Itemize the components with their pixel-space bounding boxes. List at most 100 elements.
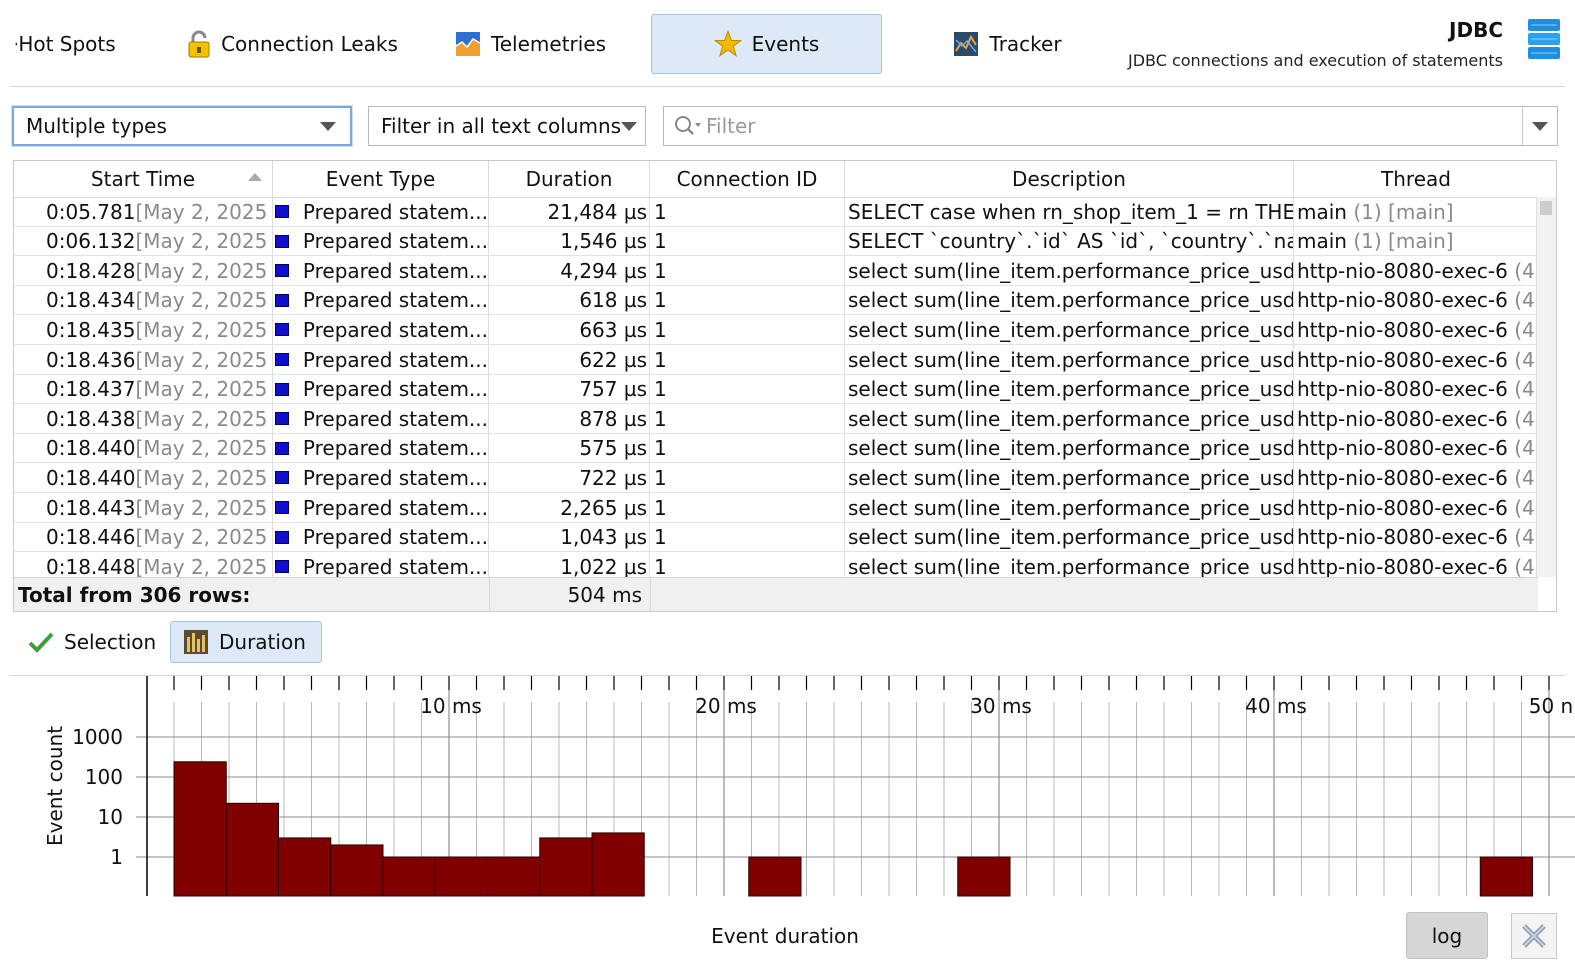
tab-selection[interactable]: Selection — [16, 621, 168, 663]
start-date-value: [May 2, 2025 ... — [135, 377, 272, 402]
start-date-value: [May 2, 2025 ... — [135, 465, 272, 490]
divider — [10, 675, 1565, 676]
table-row[interactable]: 0:06.132 [May 2, 2025 ... Prepared statem… — [14, 226, 1538, 257]
event-type-value: Prepared statem... — [302, 465, 488, 490]
event-type-select[interactable]: Multiple types — [12, 106, 352, 146]
description-value: select sum(line_item.performance_price_u… — [848, 495, 1294, 520]
table-row[interactable]: 0:18.440 [May 2, 2025 ... Prepared statem… — [14, 433, 1538, 464]
y-tick-label: 10 — [98, 805, 123, 829]
connection-id-value: 1 — [654, 347, 667, 372]
tab-label: Telemetries — [490, 32, 607, 56]
filter-history-dropdown[interactable] — [1522, 107, 1557, 145]
event-type-value: Prepared statem... — [302, 525, 488, 550]
connection-id-cell: 1 — [650, 315, 845, 345]
connection-id-value: 1 — [654, 465, 667, 490]
histogram-bar — [539, 837, 593, 897]
thread-info-value: (49). — [1514, 436, 1538, 461]
table-row[interactable]: 0:18.434 [May 2, 2025 ... Prepared statem… — [14, 285, 1538, 316]
filter-column-select[interactable]: Filter in all text columns — [368, 106, 646, 146]
event-type-value: Prepared statem... — [302, 317, 488, 342]
event-type-color-swatch — [275, 530, 289, 544]
start-time-cell: 0:06.132 [May 2, 2025 ... — [14, 226, 273, 256]
duration-cell: 4,294 µs — [489, 256, 650, 286]
log-scale-toggle-button[interactable]: log — [1406, 912, 1488, 959]
description-value: SELECT `country`.`id` AS `id`, `country`… — [848, 229, 1293, 254]
tab-tracker[interactable]: Tracker — [945, 14, 1070, 74]
histogram-bar — [748, 856, 802, 897]
tab-telemetries[interactable]: Telemetries — [448, 14, 613, 74]
tab-label: Selection — [64, 630, 157, 654]
vertical-scrollbar[interactable] — [1536, 197, 1556, 577]
column-header-description[interactable]: Description — [845, 161, 1294, 197]
thread-cell: http-nio-8080-exec-6 (49). — [1294, 286, 1538, 315]
column-header-duration[interactable]: Duration — [489, 161, 650, 197]
table-row[interactable]: 0:18.446 [May 2, 2025 ... Prepared statem… — [14, 522, 1538, 553]
table-row[interactable]: 0:18.440 [May 2, 2025 ... Prepared statem… — [14, 463, 1538, 493]
tab-duration[interactable]: Duration — [170, 621, 322, 663]
search-icon — [674, 115, 704, 137]
start-time-value: 0:18.436 — [46, 347, 136, 372]
filter-input[interactable]: Filter — [663, 106, 1558, 146]
start-time-cell: 0:18.438 [May 2, 2025 ... — [14, 404, 273, 434]
start-time-value: 0:05.781 — [46, 199, 136, 224]
table-row[interactable]: 0:05.781 [May 2, 2025 ... Prepared statem… — [14, 197, 1538, 227]
duration-value: 2,265 µs — [560, 495, 647, 520]
scrollbar-thumb[interactable] — [1540, 201, 1552, 215]
column-header-label: Description — [1012, 167, 1126, 191]
column-header-thread[interactable]: Thread — [1294, 161, 1538, 197]
close-histogram-button[interactable] — [1511, 913, 1557, 959]
description-cell: SELECT case when rn_shop_item_1 = rn THE… — [845, 197, 1294, 226]
table-body: 0:05.781 [May 2, 2025 ... Prepared statem… — [14, 197, 1538, 577]
x-tick-label: 50 n — [1529, 694, 1573, 718]
table-row[interactable]: 0:18.448 [May 2, 2025 ... Prepared statem… — [14, 552, 1538, 577]
column-header-event-type[interactable]: Event Type — [273, 161, 489, 197]
connection-id-value: 1 — [654, 554, 667, 577]
connection-id-cell: 1 — [650, 404, 845, 434]
event-type-color-swatch — [275, 382, 289, 396]
y-tick-label: 1 — [110, 845, 123, 869]
table-row[interactable]: 0:18.438 [May 2, 2025 ... Prepared statem… — [14, 404, 1538, 434]
description-value: select sum(line_item.performance_price_u… — [848, 377, 1294, 402]
start-date-value: [May 2, 2025 ... — [135, 436, 272, 461]
description-cell: select sum(line_item.performance_price_u… — [845, 463, 1294, 493]
event-type-cell: Prepared statem... — [273, 404, 489, 434]
description-cell: SELECT `country`.`id` AS `id`, `country`… — [845, 226, 1294, 256]
column-header-label: Connection ID — [676, 167, 818, 191]
table-row[interactable]: 0:18.443 [May 2, 2025 ... Prepared statem… — [14, 493, 1538, 523]
event-type-value: Prepared statem... — [302, 347, 488, 372]
thread-info-value: (49). — [1514, 377, 1538, 402]
description-value: select sum(line_item.performance_price_u… — [848, 406, 1294, 431]
thread-info-value: (49). — [1514, 465, 1538, 490]
event-type-value: Prepared statem... — [302, 229, 488, 254]
table-row[interactable]: 0:18.436 [May 2, 2025 ... Prepared statem… — [14, 345, 1538, 375]
tab-connection-leaks[interactable]: Connection Leaks — [180, 14, 405, 74]
connection-id-value: 1 — [654, 288, 667, 313]
description-cell: select sum(line_item.performance_price_u… — [845, 493, 1294, 522]
event-type-value: Prepared statem... — [302, 436, 488, 461]
tab-label: Events — [751, 32, 820, 56]
duration-cell: 878 µs — [489, 404, 650, 434]
filter-column-value: Filter in all text columns — [381, 114, 622, 138]
column-header-connection-id[interactable]: Connection ID — [650, 161, 845, 197]
thread-name-value: http-nio-8080-exec-6 — [1297, 406, 1508, 431]
table-row[interactable]: 0:18.435 [May 2, 2025 ... Prepared statem… — [14, 315, 1538, 345]
column-header-start-time[interactable]: Start Time — [14, 161, 273, 197]
thread-cell: http-nio-8080-exec-6 (49). — [1294, 404, 1538, 433]
duration-cell: 722 µs — [489, 463, 650, 493]
sort-ascending-icon — [248, 173, 262, 181]
table-row[interactable]: 0:18.428 [May 2, 2025 ... Prepared statem… — [14, 256, 1538, 286]
tab-events[interactable]: Events — [651, 14, 882, 74]
duration-cell: 21,484 µs — [489, 197, 650, 226]
tab-label: Connection Leaks — [221, 32, 398, 56]
tab-hot-spots[interactable]: Hot Spots — [10, 14, 120, 74]
table-row[interactable]: 0:18.437 [May 2, 2025 ... Prepared statem… — [14, 374, 1538, 405]
duration-value: 722 µs — [579, 465, 647, 490]
description-value: select sum(line_item.performance_price_u… — [848, 258, 1294, 283]
padlock-icon — [187, 30, 211, 58]
tab-label: Tracker — [989, 32, 1062, 56]
event-type-value: Prepared statem... — [302, 258, 488, 283]
thread-name-value: http-nio-8080-exec-6 — [1297, 465, 1508, 490]
start-time-cell: 0:18.428 [May 2, 2025 ... — [14, 256, 273, 286]
start-time-cell: 0:18.437 [May 2, 2025 ... — [14, 374, 273, 404]
thread-info-value: (49). — [1514, 406, 1538, 431]
